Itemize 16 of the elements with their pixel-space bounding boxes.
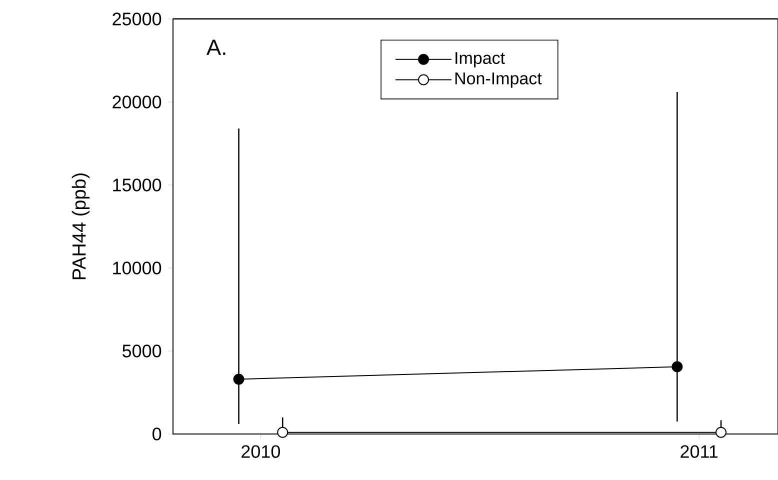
y-axis-title: PAH44 (ppb) <box>72 174 90 280</box>
y-tick-label: 20000 <box>112 96 162 108</box>
y-tick-label: 25000 <box>112 12 162 26</box>
point <box>277 426 288 438</box>
x-tick-label: 2010 <box>242 445 280 458</box>
point <box>716 426 727 438</box>
y-tick-label: 0 <box>152 428 162 440</box>
annotation: A. <box>206 40 226 55</box>
legend-label: Non-Impact <box>455 72 542 88</box>
y-tick-label: 10000 <box>113 262 162 274</box>
legend-label: Impact <box>456 52 505 68</box>
y-tick-label: 15000 <box>113 178 162 192</box>
point <box>233 374 244 385</box>
y-tick-label: 5000 <box>122 344 162 358</box>
point <box>672 361 683 372</box>
x-tick-label: 2011 <box>680 445 718 458</box>
